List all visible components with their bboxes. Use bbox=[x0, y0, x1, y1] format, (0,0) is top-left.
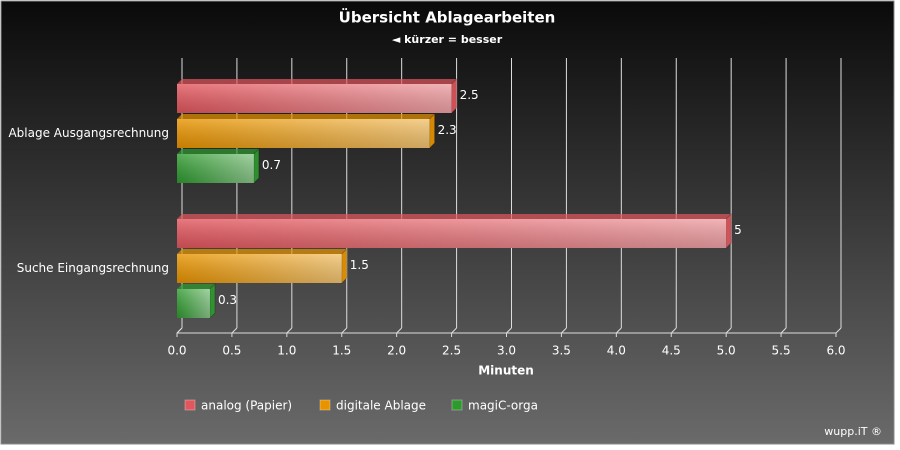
data-label: 2.3 bbox=[438, 123, 457, 137]
chart-subtitle: ◄ kürzer = besser bbox=[392, 33, 503, 46]
legend-swatch bbox=[184, 399, 196, 411]
bar-gloss bbox=[177, 219, 727, 248]
grid-line bbox=[561, 327, 567, 334]
x-tick-label: 4.5 bbox=[662, 344, 681, 358]
legend-swatch bbox=[319, 399, 331, 411]
x-tick-label: 5.0 bbox=[717, 344, 736, 358]
data-label: 5 bbox=[734, 223, 742, 237]
grid-line bbox=[835, 327, 842, 334]
grid-line bbox=[231, 327, 238, 334]
data-label: 2.5 bbox=[460, 88, 479, 102]
x-tick-label: 1.5 bbox=[332, 344, 351, 358]
bar-top bbox=[177, 284, 215, 289]
x-tick-label: 3.0 bbox=[497, 344, 516, 358]
x-tick-label: 0.5 bbox=[222, 344, 241, 358]
grid-line bbox=[780, 327, 787, 334]
chart-title: Übersicht Ablagearbeiten bbox=[339, 8, 556, 27]
grid-line bbox=[176, 327, 183, 334]
grid-line bbox=[506, 327, 512, 334]
bar-side bbox=[429, 112, 436, 150]
bar-top bbox=[177, 214, 732, 219]
grid-line bbox=[615, 327, 622, 334]
x-tick-label: 1.0 bbox=[277, 344, 296, 358]
data-label: 0.7 bbox=[262, 158, 281, 172]
legend-label: analog (Papier) bbox=[201, 399, 292, 413]
bar-side bbox=[451, 77, 458, 115]
bar-gloss bbox=[177, 154, 254, 183]
bar-top bbox=[177, 249, 347, 254]
bar-top bbox=[177, 114, 435, 119]
bar-gloss bbox=[177, 84, 452, 113]
grid-line bbox=[670, 327, 677, 334]
x-tick-label: 5.5 bbox=[772, 344, 791, 358]
data-label: 0.3 bbox=[218, 293, 237, 307]
legend-swatch bbox=[451, 399, 463, 411]
bar-side bbox=[209, 282, 216, 320]
x-tick-label: 0.0 bbox=[167, 344, 186, 358]
x-tick-label: 4.0 bbox=[607, 344, 626, 358]
legend-label: magiC-orga bbox=[468, 399, 538, 413]
credit: wupp.iT ® bbox=[824, 425, 882, 438]
legend-label: digitale Ablage bbox=[336, 399, 426, 413]
x-tick-label: 6.0 bbox=[826, 344, 845, 358]
grid-line bbox=[286, 327, 293, 334]
bar-gloss bbox=[177, 254, 342, 283]
x-tick-label: 2.5 bbox=[442, 344, 461, 358]
x-tick-label: 3.5 bbox=[552, 344, 571, 358]
bar-top bbox=[177, 149, 259, 154]
y-tick-label: Suche Eingangsrechnung bbox=[17, 261, 169, 275]
bar-top bbox=[177, 79, 457, 84]
grid-line bbox=[396, 327, 403, 334]
grid-line bbox=[341, 327, 348, 334]
y-tick-label: Ablage Ausgangsrechnung bbox=[8, 126, 169, 140]
bar-gloss bbox=[177, 289, 210, 318]
x-tick-label: 2.0 bbox=[387, 344, 406, 358]
x-axis-label: Minuten bbox=[478, 364, 534, 378]
bar-side bbox=[253, 147, 260, 185]
bar-gloss bbox=[177, 119, 430, 148]
grid-line bbox=[451, 327, 457, 334]
bar-side bbox=[725, 212, 732, 250]
bar-side bbox=[341, 247, 348, 285]
data-label: 1.5 bbox=[350, 258, 369, 272]
grid-line bbox=[725, 327, 732, 334]
